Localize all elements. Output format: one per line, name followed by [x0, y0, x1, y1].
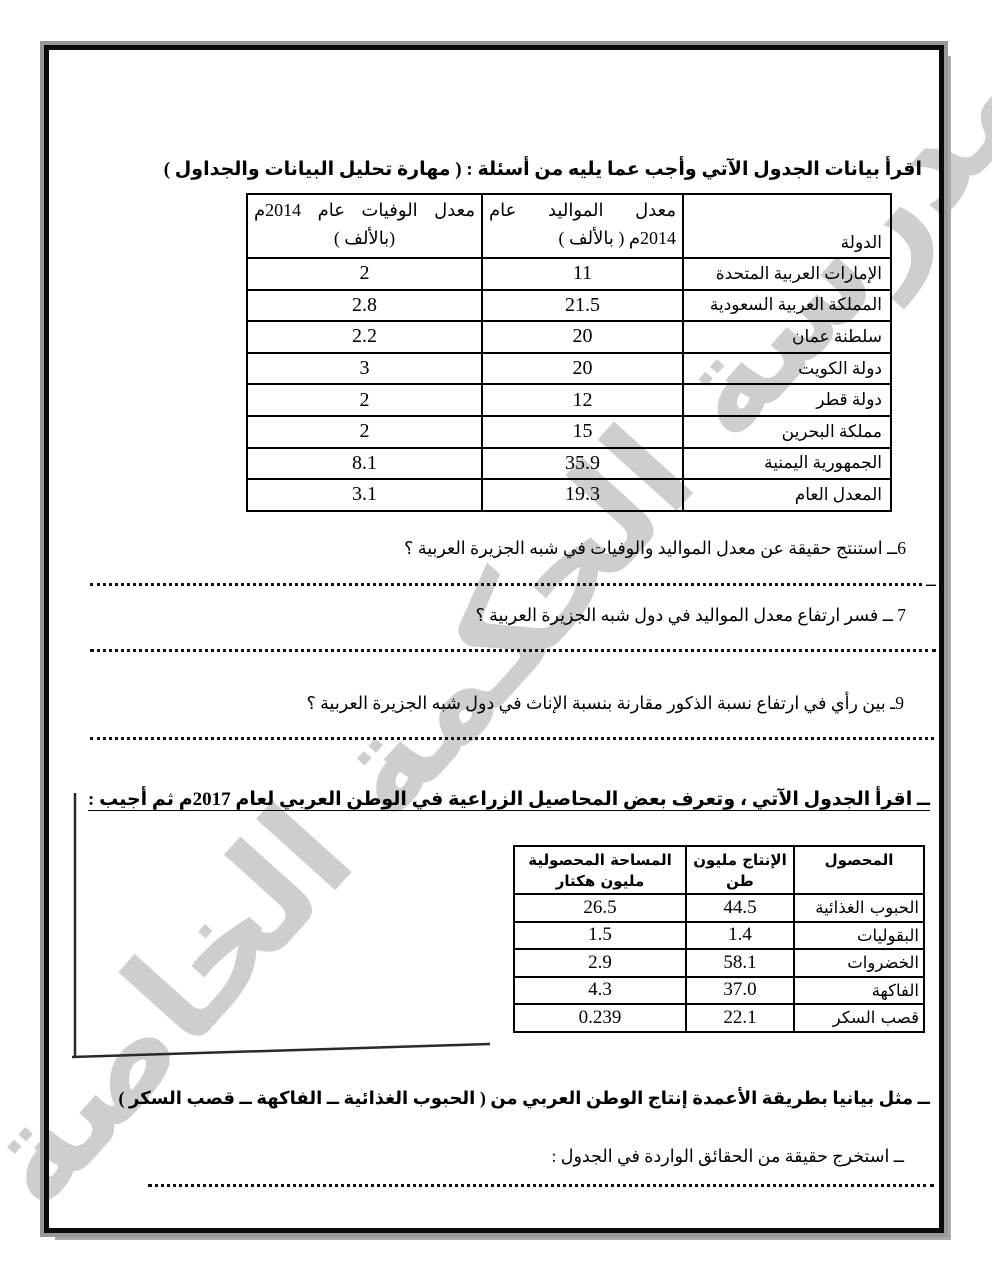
crops-table: المحصول الإنتاج مليون طن المساحة المحصول… [513, 845, 925, 1033]
col-header-deaths: معدل الوفيات عام 2014م (بالألف ) [246, 193, 483, 259]
country-cell: دولة قطر [682, 383, 892, 417]
crops-table-header-row: المحصول الإنتاج مليون طن المساحة المحصول… [513, 845, 925, 895]
area-cell: 1.5 [513, 920, 687, 950]
answer-dash: – [926, 573, 936, 595]
table-row: سلطنة عمان 20 2.2 [246, 320, 892, 354]
country-cell: مملكة البحرين [682, 414, 892, 449]
col-header-crop: المحصول [793, 845, 925, 895]
answer-line-q9 [90, 731, 934, 745]
births-header-line1: معدل المواليد عام [489, 200, 676, 220]
production-cell: 44.5 [685, 893, 795, 923]
births-cell: 20 [481, 351, 684, 386]
country-cell: الإمارات العربية المتحدة [682, 257, 892, 291]
deaths-cell: 2.8 [246, 288, 483, 323]
crop-cell: الحبوب الغذائية [793, 893, 925, 923]
production-header-line1: الإنتاج مليون [693, 851, 787, 869]
deaths-cell: 2.2 [246, 320, 483, 354]
bar-chart-task: ــ مثل بيانيا بطريقة الأعمدة إنتاج الوطن… [118, 1088, 930, 1108]
country-cell: المعدل العام [682, 478, 892, 512]
table-row: دولة قطر 12 2 [246, 383, 892, 417]
exercise2-heading: ــ اقرأ الجدول الآتي ، وتعرف بعض المحاصي… [88, 789, 930, 810]
table-row: الحبوب الغذائية 44.5 26.5 [513, 893, 925, 923]
extract-fact-task: ــ استخرج حقيقة من الحقائق الواردة في ال… [551, 1146, 905, 1166]
births-cell: 21.5 [481, 288, 684, 323]
deaths-cell: 2 [246, 257, 483, 291]
births-cell: 15 [481, 414, 684, 449]
crop-header: المحصول [824, 851, 894, 869]
production-cell: 37.0 [685, 975, 795, 1005]
production-cell: 58.1 [685, 948, 795, 978]
blank-chart-axes [71, 793, 491, 1059]
crop-cell: الخضروات [793, 948, 925, 978]
crop-cell: قصب السكر [793, 1003, 925, 1033]
table-row: الجمهورية اليمنية 35.9 8.1 [246, 446, 892, 481]
table-row: المعدل العام 19.3 3.1 [246, 478, 892, 512]
table-row: الفاكهة 37.0 4.3 [513, 975, 925, 1005]
deaths-header-line1: معدل الوفيات عام 2014م [254, 200, 475, 220]
page-border-frame [40, 41, 948, 1237]
area-header-line1: المساحة المحصولية [528, 851, 672, 869]
deaths-cell: 3 [246, 351, 483, 386]
births-cell: 19.3 [481, 478, 684, 512]
births-cell: 20 [481, 320, 684, 354]
answer-line-q7 [90, 643, 936, 657]
country-cell: الجمهورية اليمنية [682, 446, 892, 481]
deaths-header-line2: (بالألف ) [333, 228, 396, 248]
country-cell: سلطنة عمان [682, 320, 892, 354]
country-cell: المملكة العربية السعودية [682, 288, 892, 323]
production-cell: 22.1 [685, 1003, 795, 1033]
area-cell: 2.9 [513, 948, 687, 978]
table-row: الإمارات العربية المتحدة 11 2 [246, 257, 892, 291]
country-cell: دولة الكويت [682, 351, 892, 386]
deaths-cell: 3.1 [246, 478, 483, 512]
production-header-line2: طن [726, 872, 754, 890]
area-header-line2: مليون هكتار [555, 872, 645, 890]
births-header-line2: 2014م ( بالألف ) [558, 228, 676, 248]
col-header-production: الإنتاج مليون طن [685, 845, 795, 895]
area-cell: 26.5 [513, 893, 687, 923]
table-row: قصب السكر 22.1 0.239 [513, 1003, 925, 1033]
col-header-country: الدولة [682, 193, 892, 259]
crop-cell: الفاكهة [793, 975, 925, 1005]
col-header-area: المساحة المحصولية مليون هكتار [513, 845, 687, 895]
births-cell: 11 [481, 257, 684, 291]
table-row: دولة الكويت 20 3 [246, 351, 892, 386]
crop-cell: البقوليات [793, 920, 925, 950]
table-row: الخضروات 58.1 2.9 [513, 948, 925, 978]
rates-table: الدولة معدل المواليد عام 2014م ( بالألف … [246, 193, 892, 512]
col-header-births: معدل المواليد عام 2014م ( بالألف ) [481, 193, 684, 259]
births-cell: 12 [481, 383, 684, 417]
question-6: 6ــ استنتج حقيقة عن معدل المواليد والوفي… [404, 538, 906, 558]
table-row: المملكة العربية السعودية 21.5 2.8 [246, 288, 892, 323]
exercise1-title: اقرأ بيانات الجدول الآتي وأجب عما يليه م… [163, 159, 922, 180]
question-7: 7 ــ فسر ارتفاع معدل المواليد في دول شبه… [475, 605, 907, 625]
deaths-cell: 8.1 [246, 446, 483, 481]
table-row: مملكة البحرين 15 2 [246, 414, 892, 449]
dotted-rule [90, 648, 936, 652]
answer-line-extract-fact [148, 1178, 934, 1192]
answer-line-q6: – [90, 573, 936, 595]
births-cell: 35.9 [481, 446, 684, 481]
dotted-rule [90, 582, 922, 586]
rates-table-header-row: الدولة معدل المواليد عام 2014م ( بالألف … [246, 193, 892, 259]
deaths-cell: 2 [246, 383, 483, 417]
question-9: 9ـ بين رأي في ارتفاع نسبة الذكور مقارنة … [306, 693, 905, 713]
table-row: البقوليات 1.4 1.5 [513, 920, 925, 950]
dotted-rule [90, 736, 934, 740]
area-cell: 0.239 [513, 1003, 687, 1033]
area-cell: 4.3 [513, 975, 687, 1005]
dotted-rule [148, 1183, 934, 1187]
production-cell: 1.4 [685, 920, 795, 950]
deaths-cell: 2 [246, 414, 483, 449]
